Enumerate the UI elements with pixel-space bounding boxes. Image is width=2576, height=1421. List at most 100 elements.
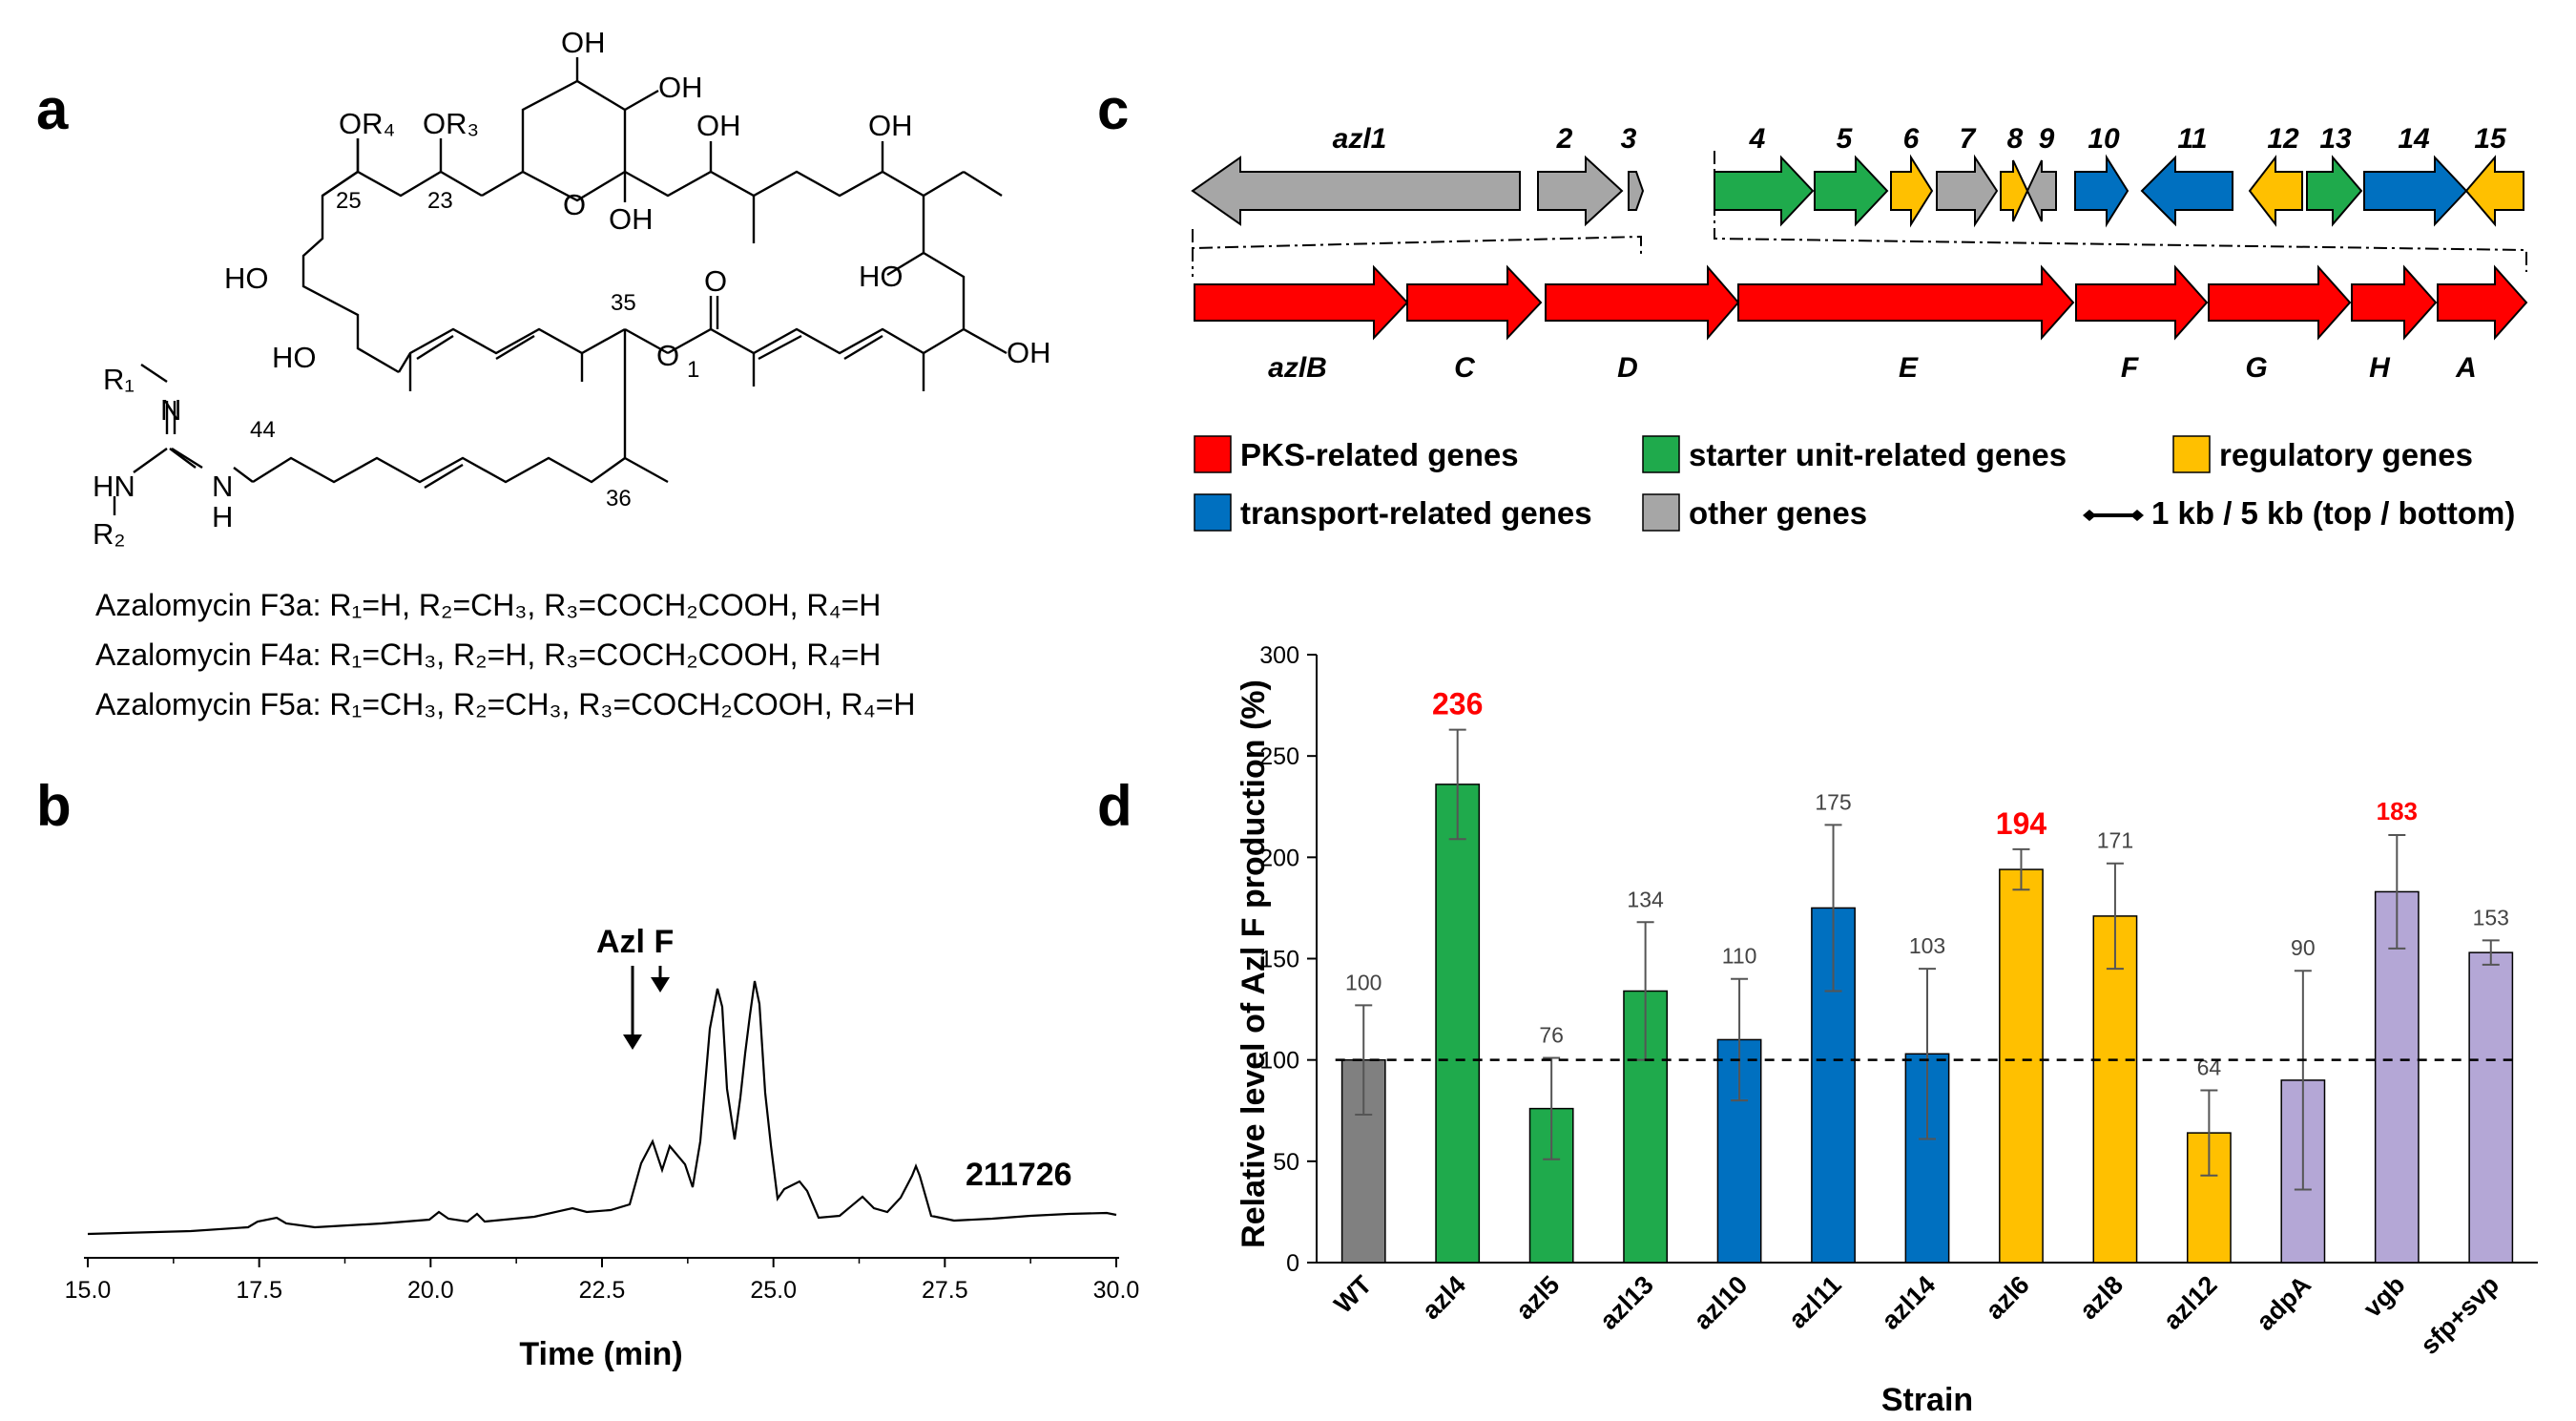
compound-f5a: Azalomycin F5a: R₁=CH₃, R₂=CH₃, R₃=COCH₂… bbox=[95, 687, 916, 721]
x-tick-label: sfp+svp bbox=[2415, 1270, 2504, 1360]
legend-swatch-transport bbox=[1194, 493, 1232, 532]
x-tick-label: azl6 bbox=[1980, 1270, 2034, 1325]
gene-label: 15 bbox=[2474, 123, 2507, 155]
value-label: 153 bbox=[2473, 905, 2509, 930]
x-tick-label: azl8 bbox=[2074, 1270, 2129, 1325]
o-ester-label: O bbox=[656, 339, 679, 372]
gene-label: 3 bbox=[1621, 123, 1637, 155]
o-carbonyl-label: O bbox=[704, 264, 727, 298]
x-tick-label: WT bbox=[1329, 1270, 1378, 1319]
gene-9-arrow bbox=[2025, 159, 2057, 222]
value-label: 194 bbox=[1996, 806, 2047, 841]
chromatogram-tick-label: 27.5 bbox=[922, 1277, 968, 1304]
x-tick-label: azl10 bbox=[1688, 1270, 1753, 1335]
bottom-gene-row bbox=[1194, 264, 2528, 341]
c1-number: 1 bbox=[687, 357, 699, 383]
peak-label: Azl F bbox=[596, 924, 674, 960]
x-tick-label: azl13 bbox=[1594, 1270, 1659, 1335]
bar-azl8 bbox=[2092, 915, 2138, 1264]
oh-ring2-label: OH bbox=[609, 202, 654, 236]
value-label: 171 bbox=[2097, 828, 2133, 853]
gene-2-arrow bbox=[1537, 155, 1624, 227]
gene-label: azl1 bbox=[1333, 123, 1387, 155]
y-tick-label: 150 bbox=[1259, 947, 1299, 973]
gene-azl1-arrow bbox=[1191, 156, 1521, 226]
chromatogram-x-label: Time (min) bbox=[519, 1336, 682, 1372]
panel-b-label: b bbox=[36, 774, 72, 838]
nh-h-label: H bbox=[212, 500, 233, 533]
gene-G-arrow bbox=[2208, 264, 2352, 341]
oh-right-label: OH bbox=[1007, 336, 1051, 369]
legend-swatch-pks bbox=[1194, 435, 1232, 473]
top-gene-labels: azl1 2 3 4 5 6 7 8 9 10 11 12 13 14 15 bbox=[1333, 123, 2507, 155]
gene-D-arrow bbox=[1545, 264, 1740, 341]
legend-swatch-other bbox=[1642, 493, 1680, 532]
or4-label: OR₄ bbox=[339, 107, 395, 140]
y-tick-label: 250 bbox=[1259, 743, 1299, 770]
value-label: 100 bbox=[1345, 970, 1381, 994]
gene-label: C bbox=[1454, 352, 1476, 384]
legend-label-regulatory: regulatory genes bbox=[2219, 437, 2473, 472]
gene-10-arrow bbox=[2074, 154, 2129, 228]
oh-ring-label: OH bbox=[658, 71, 703, 104]
chromatogram-tick-label: 22.5 bbox=[579, 1277, 626, 1304]
gene-12-arrow bbox=[2248, 155, 2303, 227]
panel-d-label: d bbox=[1097, 774, 1132, 838]
value-label: 175 bbox=[1815, 789, 1851, 814]
legend-label-starter: starter unit-related genes bbox=[1689, 437, 2067, 472]
oh-a-label: OH bbox=[696, 109, 741, 142]
panel-c-label: c bbox=[1097, 77, 1129, 141]
gene-C-arrow bbox=[1406, 264, 1543, 341]
bar-azl12 bbox=[2186, 1132, 2232, 1264]
gene-label: 12 bbox=[2267, 123, 2299, 155]
x-axis-label: Strain bbox=[1881, 1382, 1973, 1418]
hn-label: HN bbox=[93, 470, 135, 503]
bar-azl4 bbox=[1435, 784, 1481, 1264]
scale-bar-ends bbox=[2083, 510, 2144, 521]
oh-top-label: OH bbox=[561, 26, 606, 59]
value-label: 90 bbox=[2291, 935, 2316, 960]
compound-f4a: Azalomycin F4a: R₁=CH₃, R₂=H, R₃=COCH₂CO… bbox=[95, 637, 881, 672]
or3-label: OR₃ bbox=[423, 107, 479, 140]
chemical-structure bbox=[113, 57, 1008, 515]
scale-label: 1 kb / 5 kb (top / bottom) bbox=[2151, 495, 2515, 531]
gene-14-arrow bbox=[2363, 155, 2468, 227]
gene-13-arrow bbox=[2306, 155, 2363, 227]
value-label: 183 bbox=[2377, 797, 2418, 825]
c36-number: 36 bbox=[606, 486, 632, 512]
r1-label: R₁ bbox=[103, 363, 135, 396]
value-label: 103 bbox=[1909, 933, 1945, 958]
legend-label-transport: transport-related genes bbox=[1240, 495, 1592, 531]
production-bar-chart: 0 50 100 150 200 250 300 100 236 76 134 110 175 103 1… bbox=[1236, 642, 2538, 1418]
x-tick-label: azl4 bbox=[1417, 1270, 1471, 1325]
x-tick-labels: WT azl4 azl5 azl13 azl10 azl11 azl14 azl6 azl8 az… bbox=[1329, 1270, 2504, 1360]
gene-label: D bbox=[1617, 352, 1638, 384]
gene-15-arrow bbox=[2464, 155, 2524, 227]
c23-number: 23 bbox=[427, 188, 453, 214]
value-label: 76 bbox=[1539, 1023, 1564, 1048]
ho-left2-label: HO bbox=[272, 341, 317, 374]
x-tick-label: azl5 bbox=[1510, 1270, 1565, 1325]
chromatogram-tick-label: 15.0 bbox=[65, 1277, 112, 1304]
x-tick-label: adpA bbox=[2251, 1270, 2316, 1336]
gene-label: 7 bbox=[1960, 123, 1977, 155]
n-imine-label: N bbox=[160, 393, 181, 427]
gene-H-arrow bbox=[2351, 264, 2438, 341]
o-ring-label: O bbox=[563, 188, 586, 221]
ho-left1-label: HO bbox=[224, 261, 269, 295]
x-tick-label: azl14 bbox=[1876, 1270, 1941, 1335]
panel-a-label: a bbox=[36, 77, 69, 141]
gene-E-arrow bbox=[1737, 264, 2075, 341]
chromatogram-ticks: 15.0 17.5 20.0 22.5 25.0 27.5 30.0 bbox=[65, 1258, 1139, 1304]
x-tick-label: azl11 bbox=[1783, 1270, 1847, 1334]
gene-A-arrow bbox=[2437, 264, 2528, 341]
top-gene-row bbox=[1191, 154, 2524, 228]
nh-n-label: N bbox=[212, 470, 233, 503]
gene-label: 9 bbox=[2039, 123, 2055, 155]
gene-label: E bbox=[1899, 352, 1919, 384]
gene-label: 14 bbox=[2398, 123, 2430, 155]
y-tick-label: 200 bbox=[1259, 845, 1299, 871]
y-tick-label: 0 bbox=[1286, 1250, 1299, 1277]
gene-label: H bbox=[2369, 352, 2391, 384]
bar-vgb bbox=[2374, 890, 2420, 1264]
